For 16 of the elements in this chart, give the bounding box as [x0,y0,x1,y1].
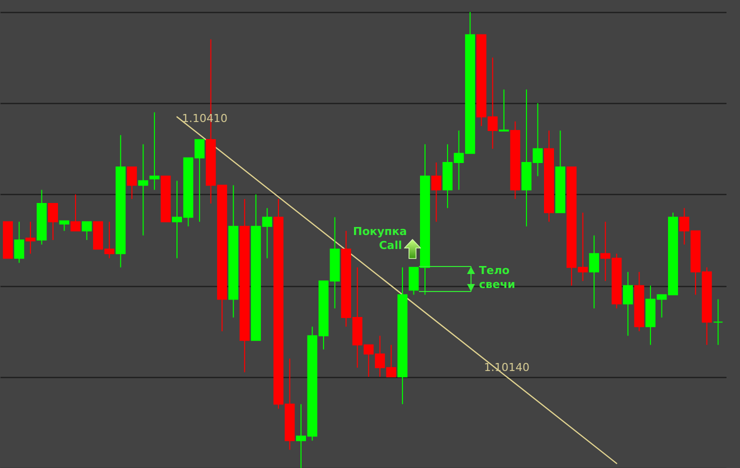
candlestick [82,221,92,240]
candlestick [14,221,24,264]
candlestick [59,220,70,232]
candlestick [622,271,633,336]
candlestick [498,89,509,132]
candlestick [126,166,137,200]
candlestick [713,298,724,346]
annotation: Тело свечи [479,264,516,292]
candlestick [48,203,58,240]
candlestick [70,194,81,232]
candlestick [25,221,36,254]
annotation: Покупка Call [353,225,407,253]
candlestick [589,234,600,309]
candlestick [431,162,442,222]
candlestick [138,144,148,236]
candlestick [149,112,160,190]
